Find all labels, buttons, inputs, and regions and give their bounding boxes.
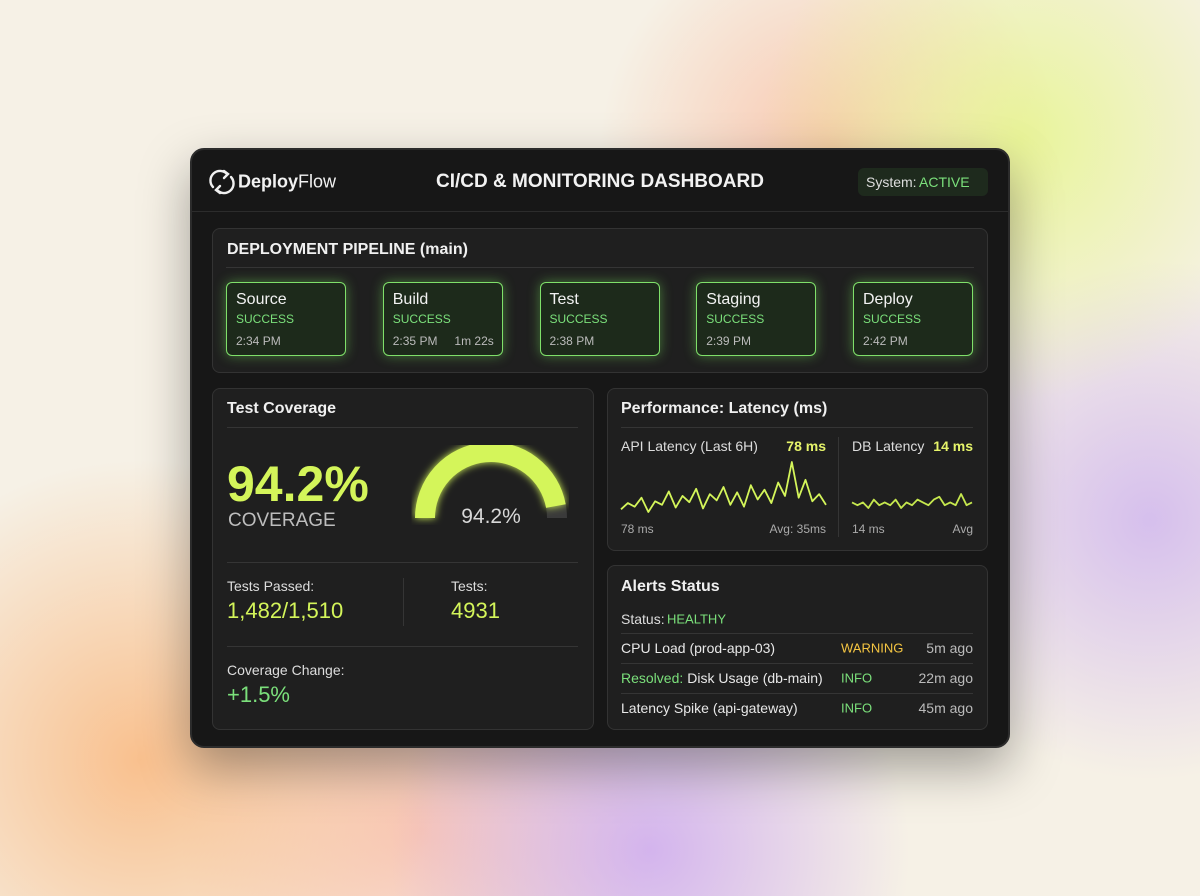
divider [226,267,974,268]
stage-status: SUCCESS [863,312,922,326]
divider [621,693,973,694]
api-avg: Avg: 35ms [769,522,826,536]
tests-passed: 1,482/1,510 [227,598,344,623]
stage-time: 2:42 PM [863,334,908,348]
status-value: ACTIVE [919,174,970,190]
status-label: System: [866,174,917,190]
stage-box [696,282,817,356]
sparkline [620,461,827,513]
stage-duration: 1m 22s [454,334,494,348]
tests-passed-label: Tests Passed: [227,578,315,594]
sparkline [851,493,973,509]
coverage-caption: COVERAGE [228,510,336,531]
coverage-value: 94.2% [227,456,369,512]
alert-prefix: Resolved: [621,670,684,686]
stage-time: 2:34 PM [236,334,281,348]
stage-time: 2:39 PM [706,334,751,348]
api-current: 78 ms [786,438,826,454]
alert-level: WARNING [841,640,904,656]
alert-time: 22m ago [918,670,973,686]
alert-name: CPU Load (prod-app-03) [621,640,776,656]
alert-level: INFO [841,700,873,716]
logo-icon [209,169,235,195]
status-badge [858,168,988,196]
stage-name: Test [549,291,579,308]
divider [403,578,404,626]
change-label: Coverage Change: [227,662,345,678]
logo-rest: Flow [298,171,337,192]
stage-box [226,282,346,356]
divider [621,663,973,664]
performance-panel [607,388,988,551]
coverage-panel [212,388,594,730]
alert-level: INFO [841,670,873,686]
stage-status: SUCCESS [549,312,608,326]
performance-title: Performance: Latency (ms) [621,400,828,417]
db-current: 14 ms [933,438,973,454]
alert-name: Latency Spike (api-gateway) [621,700,798,716]
stage-box [853,282,973,356]
stage-name: Build [392,291,429,308]
stage-time: 2:35 PM [392,334,438,348]
gauge-arc [415,442,566,519]
stage-status: SUCCESS [706,312,765,326]
pipeline-title: DEPLOYMENT PIPELINE (main) [227,241,468,258]
stage-box [539,282,660,356]
divider [227,427,578,428]
db-label: DB Latency [852,438,925,454]
logo-bold: Deploy [238,171,299,192]
tests-label: Tests: [451,578,488,594]
db-avg: Avg [952,522,973,536]
alerts-panel [607,565,988,730]
stage-time: 2:38 PM [549,334,595,348]
alert-time: 45m ago [918,700,973,716]
gauge-label: 94.2% [461,505,521,528]
stage-status: SUCCESS [392,312,451,326]
gauge-track [546,504,567,519]
divider [621,633,973,634]
alerts-status-label: Status: [621,611,665,627]
divider [838,437,839,537]
coverage-title: Test Coverage [227,400,337,417]
alerts-title: Alerts Status [621,578,720,595]
stage-name: Source [236,291,287,308]
tests: 4931 [451,598,500,623]
api-label: API Latency (Last 6H) [621,438,758,454]
divider [227,562,578,563]
dashboard-title: CI/CD & MONITORING DASHBOARD [436,171,764,192]
divider [227,646,578,647]
alert-time: 5m ago [926,640,973,656]
stage-box [382,282,503,356]
header-divider [192,211,1008,212]
api-start: 78 ms [621,522,654,536]
divider [621,427,973,428]
stage-name: Deploy [863,291,913,308]
stage-status: SUCCESS [236,312,295,326]
change: +1.5% [227,682,290,707]
alert-name: Disk Usage (db-main) [687,670,823,686]
alerts-status: HEALTHY [667,611,726,627]
stage-name: Staging [706,291,761,308]
db-start: 14 ms [852,522,885,536]
logo: DeployFlow [238,172,336,193]
